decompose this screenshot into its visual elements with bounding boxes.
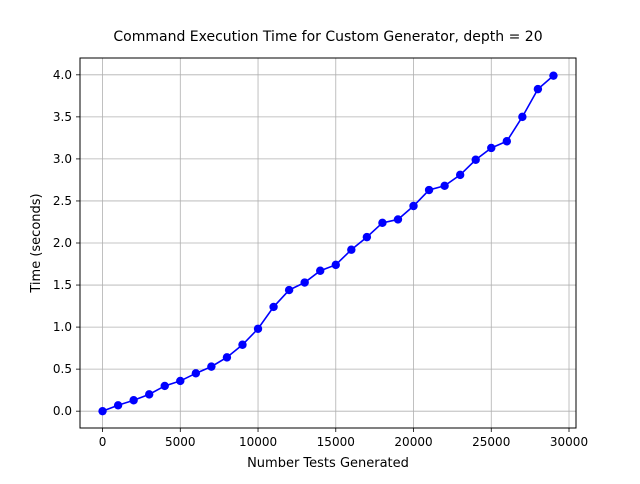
data-point — [487, 143, 496, 153]
data-point — [316, 266, 325, 275]
data-point — [378, 218, 387, 228]
data-point — [362, 232, 372, 242]
x-tick-label: 20000 — [394, 435, 432, 449]
data-point — [533, 84, 543, 94]
data-point — [471, 155, 480, 164]
y-tick-label: 0.5 — [53, 362, 72, 376]
data-point — [300, 278, 309, 287]
x-axis-label: Number Tests Generated — [247, 456, 409, 471]
data-point — [347, 245, 356, 254]
data-point — [238, 340, 247, 349]
data-point — [549, 71, 558, 80]
data-point — [284, 285, 294, 295]
data-point — [440, 181, 449, 191]
x-tick-label: 15000 — [317, 435, 355, 449]
data-point — [176, 376, 185, 386]
data-point — [424, 185, 434, 195]
data-point — [502, 137, 512, 146]
data-point — [253, 324, 263, 333]
y-tick-label: 3.5 — [53, 110, 72, 124]
x-tick-label: 5000 — [165, 435, 196, 449]
chart-title: Command Execution Time for Custom Genera… — [113, 29, 542, 45]
x-tick-label: 25000 — [472, 435, 510, 449]
data-point — [113, 401, 123, 410]
y-tick-label: 3.0 — [53, 152, 72, 166]
y-tick-label: 2.0 — [53, 236, 72, 250]
y-tick-label: 2.5 — [53, 194, 72, 208]
data-point — [518, 112, 527, 122]
y-tick-label: 1.0 — [53, 320, 72, 334]
data-point — [393, 215, 403, 224]
data-point — [129, 396, 138, 405]
x-tick-label: 30000 — [550, 435, 588, 449]
axes-layer: 0 5000 10000 15000 20000 25000 30000 0.0 0.5 1.0 1… — [53, 68, 588, 449]
data-point — [455, 170, 465, 180]
data-point — [269, 302, 278, 312]
grid-lines — [80, 58, 576, 428]
y-axis-label: Time (seconds) — [29, 193, 44, 293]
data-point — [144, 390, 154, 399]
data-point — [331, 260, 340, 270]
data-point — [222, 353, 232, 362]
x-tick-label: 10000 — [239, 435, 277, 449]
y-tick-label: 1.5 — [53, 278, 72, 292]
y-tick-label: 4.0 — [53, 68, 72, 82]
series-layer — [98, 71, 558, 416]
x-tick-label: 0 — [99, 435, 107, 449]
data-point — [409, 201, 418, 211]
data-point — [207, 362, 216, 371]
data-point — [160, 381, 169, 391]
data-point — [98, 406, 107, 416]
y-tick-label: 0.0 — [53, 404, 72, 418]
data-point — [191, 369, 201, 378]
